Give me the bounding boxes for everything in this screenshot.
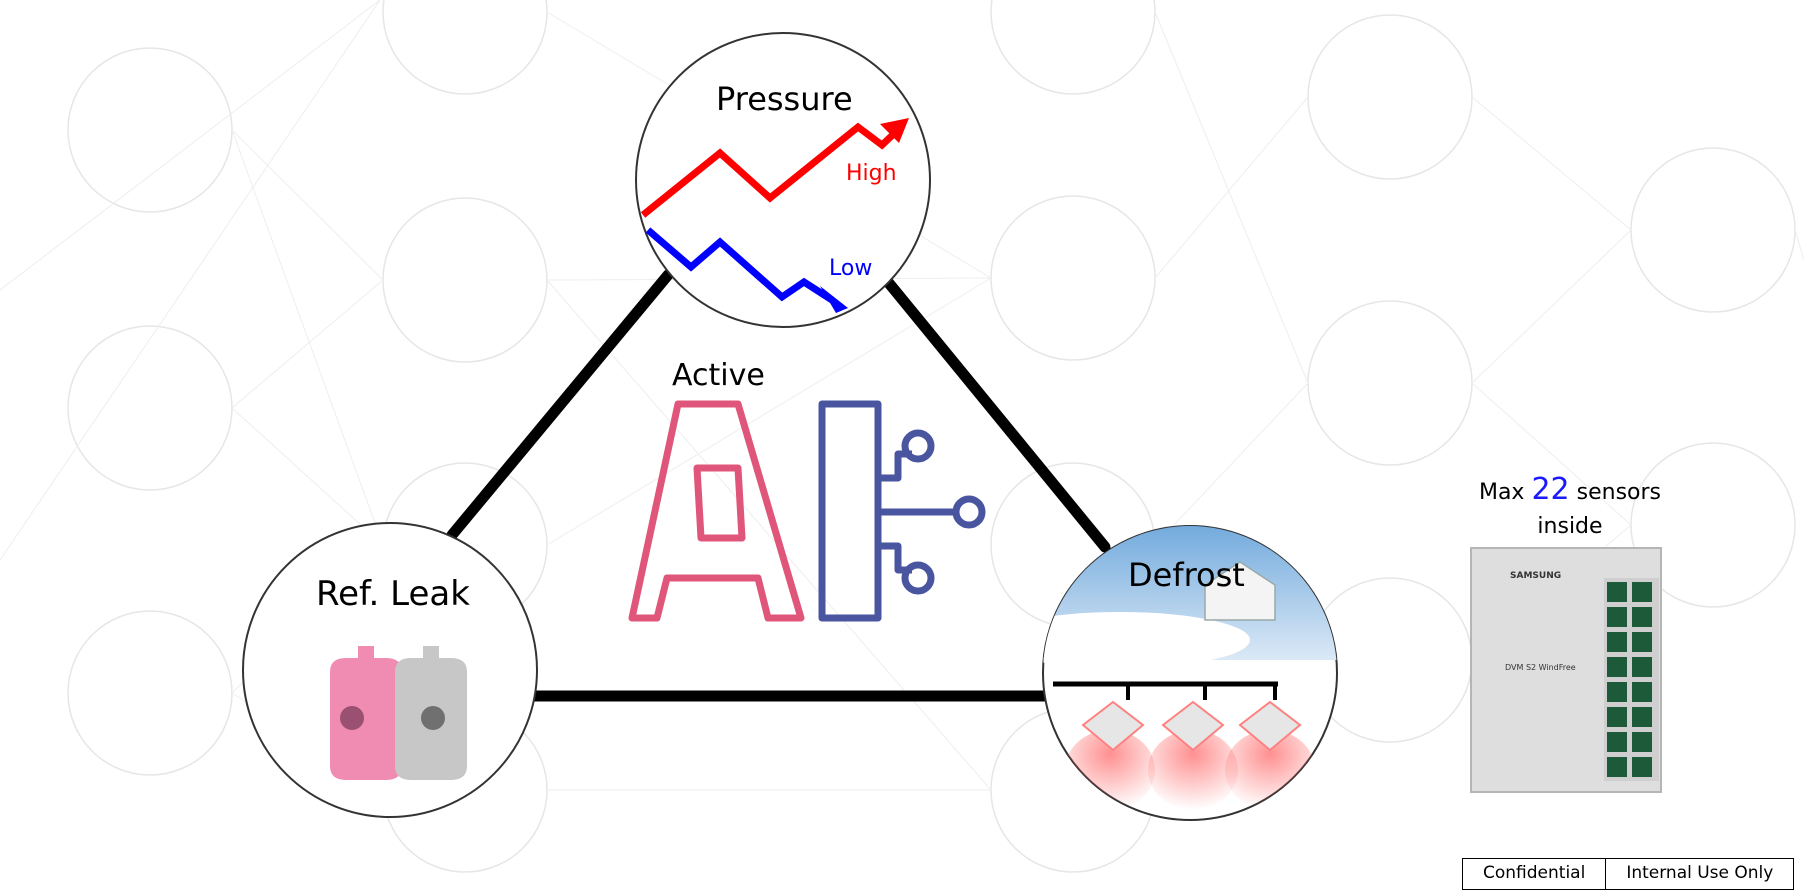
- ref-leak-title: Ref. Leak: [316, 574, 470, 614]
- high-arrow-icon: [880, 118, 909, 143]
- pressure-low-trend: [645, 227, 834, 303]
- outdoor-unit-icon: SAMSUNG DVM S2 WindFree: [1470, 547, 1662, 793]
- low-arrow-icon: [820, 286, 848, 313]
- scope-label: Internal Use Only: [1605, 859, 1793, 889]
- pressure-high-trend: [640, 122, 903, 218]
- classification-footer: Confidential Internal Use Only: [1462, 858, 1795, 890]
- ai-logo: [628, 400, 986, 622]
- sensors-note: Max 22 sensors inside: [1470, 473, 1670, 544]
- unit-model: DVM S2 WindFree: [1505, 663, 1576, 672]
- sensors-count: 22: [1531, 472, 1570, 507]
- sensors-line2: inside: [1537, 514, 1603, 539]
- low-label: Low: [829, 256, 873, 281]
- defrost-title: Defrost: [1128, 556, 1245, 594]
- defrost-scene: [1043, 526, 1337, 810]
- triangle-frame: [446, 269, 1111, 702]
- cassette-unit-icon: [1238, 700, 1302, 752]
- sensors-suffix: sensors: [1576, 480, 1662, 505]
- classification-label: Confidential: [1483, 863, 1586, 883]
- unit-brand: SAMSUNG: [1510, 571, 1561, 581]
- cassette-unit-icon: [1161, 700, 1225, 752]
- high-label: High: [846, 161, 897, 186]
- refrigerant-cylinders-icon: [330, 646, 467, 780]
- sensors-prefix: Max: [1478, 480, 1525, 505]
- house-icon: [1204, 561, 1276, 621]
- pressure-title: Pressure: [716, 80, 853, 118]
- cassette-unit-icon: [1081, 700, 1145, 752]
- active-label: Active: [672, 358, 765, 393]
